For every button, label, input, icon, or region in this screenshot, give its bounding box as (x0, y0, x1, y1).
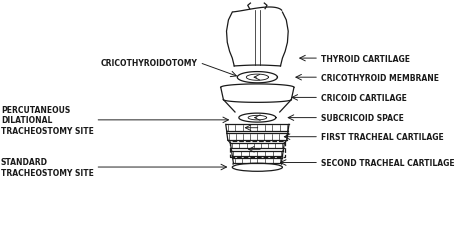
Text: CRICOTHYROIDOTOMY: CRICOTHYROIDOTOMY (101, 59, 198, 68)
Text: STANDARD
TRACHEOSTOMY SITE: STANDARD TRACHEOSTOMY SITE (1, 158, 94, 177)
Text: SUBCRICOID SPACE: SUBCRICOID SPACE (320, 114, 403, 123)
Text: SECOND TRACHEAL CARTILAGE: SECOND TRACHEAL CARTILAGE (320, 158, 454, 167)
Bar (229, 142, 285, 158)
Text: FIRST TRACHEAL CARTILAGE: FIRST TRACHEAL CARTILAGE (320, 133, 443, 142)
Text: THYROID CARTILAGE: THYROID CARTILAGE (320, 54, 410, 63)
Text: PERCUTANEOUS
DILATIONAL
TRACHEOSTOMY SITE: PERCUTANEOUS DILATIONAL TRACHEOSTOMY SIT… (1, 106, 94, 135)
Text: CRICOID CARTILAGE: CRICOID CARTILAGE (320, 93, 407, 102)
Text: CRICOTHYROID MEMBRANE: CRICOTHYROID MEMBRANE (320, 73, 438, 82)
